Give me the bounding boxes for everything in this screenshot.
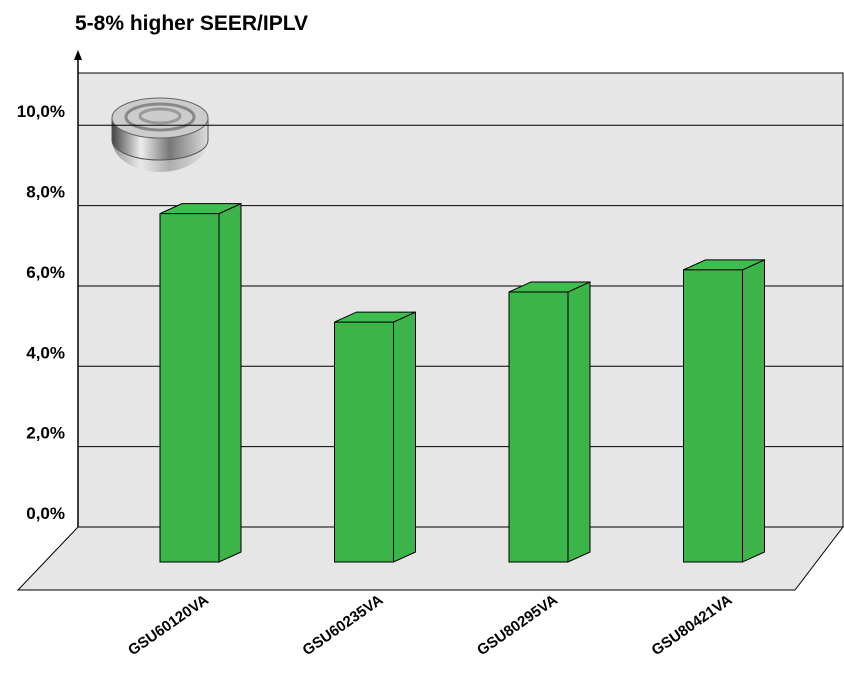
bar-front (334, 321, 394, 563)
y-tick-label: 2,0% (26, 424, 65, 443)
bar-front (508, 291, 569, 563)
bar-side (393, 311, 416, 563)
y-tick-label: 0,0% (26, 504, 65, 523)
y-tick-label: 4,0% (26, 343, 65, 362)
coil-icon (111, 97, 209, 172)
bar-side (218, 202, 242, 563)
bar-side (742, 259, 765, 563)
y-tick-label: 8,0% (26, 183, 65, 202)
x-tick-label: GSU80295VA (474, 591, 561, 659)
chart-title: 5-8% higher SEER/IPLV (75, 12, 308, 35)
axis-arrow (74, 50, 82, 60)
bar (159, 202, 242, 563)
bar-side (567, 281, 591, 563)
bar-front (159, 213, 220, 563)
bar (508, 281, 591, 563)
bar-front (683, 269, 743, 563)
bar (334, 311, 416, 563)
x-tick-label: GSU60120VA (125, 591, 212, 659)
x-tick-label: GSU60235VA (300, 591, 387, 659)
y-tick-label: 10,0% (17, 102, 65, 121)
y-tick-label: 6,0% (26, 263, 65, 282)
bar (683, 259, 765, 563)
x-tick-label: GSU80421VA (649, 591, 736, 659)
